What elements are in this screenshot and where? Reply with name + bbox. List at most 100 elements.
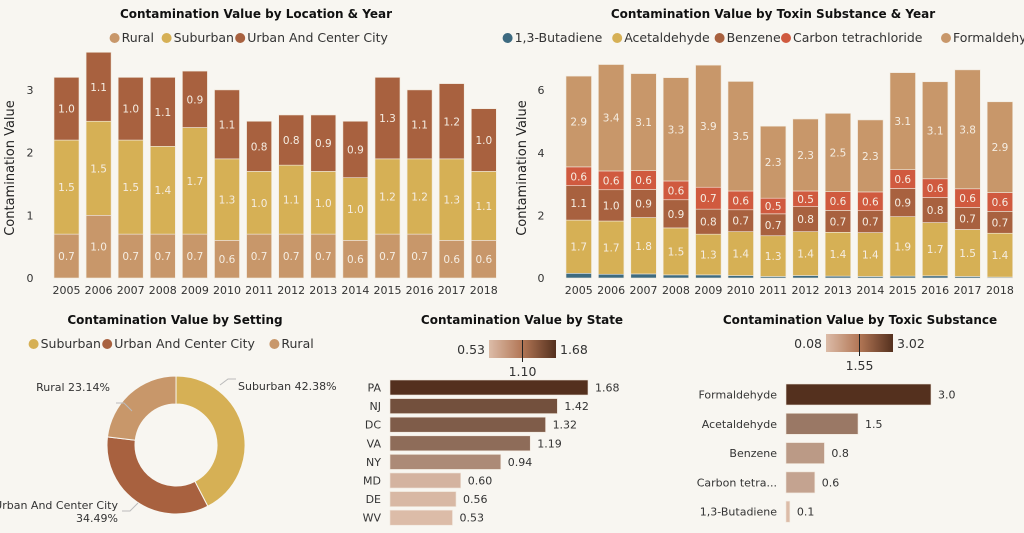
bar-segment — [278, 164, 305, 235]
legend-item: Acetaldehyde — [624, 30, 710, 45]
y-tick-label: 2 — [27, 147, 34, 160]
bar-segment — [214, 158, 240, 241]
data-label: 0.9 — [894, 198, 911, 210]
data-label: 1.2 — [443, 116, 460, 128]
bar — [785, 442, 825, 464]
bar-segment — [406, 89, 433, 160]
data-label: 3.1 — [894, 116, 911, 128]
legend-marker — [28, 339, 39, 349]
data-label: 0.6 — [830, 196, 847, 208]
color-scale-mid: 1.55 — [846, 358, 874, 373]
bar-segment — [727, 231, 754, 276]
x-tick-label: 2013 — [309, 284, 337, 297]
legend-marker — [612, 33, 623, 43]
chart-title: Contamination Value by State — [421, 313, 623, 327]
category-label: PA — [368, 382, 382, 395]
bar-segment — [438, 158, 465, 241]
data-label: 1.3 — [765, 251, 782, 263]
bar-segment — [662, 77, 690, 182]
bar-segment — [889, 216, 916, 277]
data-label: 1.4 — [862, 250, 879, 262]
data-label: 0.7 — [379, 251, 396, 263]
value-label: 1.32 — [553, 419, 578, 432]
bar-segment — [792, 275, 819, 279]
bar-segment — [53, 77, 80, 141]
y-axis-title: Contamination Value — [515, 100, 530, 236]
x-tick-label: 2005 — [53, 284, 81, 297]
x-tick-label: 2018 — [470, 284, 498, 297]
bar-segment — [889, 188, 916, 217]
bar-segment — [150, 146, 176, 235]
bar-segment — [986, 101, 1014, 193]
value-label: 0.56 — [463, 493, 488, 506]
data-label: 1.2 — [411, 191, 428, 203]
data-label: 0.9 — [187, 94, 204, 106]
donut-slice — [106, 436, 209, 515]
bar-segment — [824, 232, 852, 277]
data-label: 2.3 — [765, 157, 782, 169]
bar-segment — [662, 227, 690, 276]
bar — [785, 412, 859, 435]
data-label: 0.6 — [668, 185, 685, 197]
bar-segment — [922, 222, 949, 277]
data-label: 1.4 — [992, 250, 1009, 262]
bar-segment — [310, 114, 337, 172]
slice-label: Urban And Center City — [0, 499, 118, 512]
category-label: Carbon tetra... — [697, 476, 777, 489]
data-label: 1.0 — [347, 204, 364, 216]
x-tick-label: 2010 — [727, 284, 755, 297]
legend-item: Suburban — [174, 30, 234, 45]
data-label: 0.7 — [283, 251, 300, 263]
category-label: NJ — [370, 400, 381, 413]
data-label: 0.7 — [959, 214, 976, 226]
x-tick-label: 2011 — [245, 284, 273, 297]
bar-segment — [598, 189, 625, 222]
bar — [389, 379, 589, 396]
bar-segment — [598, 64, 625, 172]
color-scale-mid: 1.10 — [509, 364, 537, 379]
bar-segment — [598, 220, 625, 275]
donut-slice — [175, 375, 246, 507]
value-label: 0.53 — [459, 512, 484, 525]
bar-segment — [695, 274, 722, 279]
legend-marker — [502, 33, 513, 43]
bar-segment — [889, 72, 916, 171]
bar-segment — [470, 171, 497, 241]
bar-segment — [954, 229, 981, 277]
bar-segment — [85, 120, 112, 216]
bar-segment — [792, 231, 819, 276]
legend-item: Benzene — [727, 30, 781, 45]
data-label: 1.5 — [90, 163, 107, 175]
chart-title: Contamination Value by Toxic Substance — [723, 313, 997, 327]
data-label: 3.4 — [603, 113, 620, 125]
bar-segment — [824, 113, 852, 192]
data-label: 0.6 — [570, 171, 587, 183]
bar-segment — [598, 273, 625, 279]
x-tick-label: 2008 — [149, 284, 177, 297]
data-label: 1.5 — [959, 248, 976, 260]
x-tick-label: 2015 — [889, 284, 917, 297]
data-label: 0.7 — [58, 251, 75, 263]
data-label: 1.0 — [475, 135, 492, 147]
bar-segment — [342, 120, 369, 178]
data-label: 0.9 — [635, 199, 652, 211]
bar-segment — [662, 199, 690, 229]
bar-segment — [630, 189, 657, 218]
x-tick-label: 2014 — [856, 284, 884, 297]
data-label: 1.1 — [570, 198, 587, 210]
data-label: 0.6 — [732, 195, 749, 207]
data-label: 1.7 — [927, 244, 944, 256]
data-label: 1.3 — [379, 113, 396, 125]
data-label: 1.4 — [797, 249, 814, 261]
category-label: Acetaldehyde — [702, 418, 777, 431]
x-tick-label: 2012 — [277, 284, 305, 297]
data-label: 0.7 — [700, 193, 717, 205]
x-tick-label: 2008 — [662, 284, 690, 297]
bar-segment — [922, 275, 949, 279]
data-label: 0.7 — [992, 217, 1009, 229]
bar-segment — [662, 274, 690, 279]
value-label: 0.6 — [822, 476, 840, 489]
x-tick-label: 2015 — [374, 284, 402, 297]
data-label: 1.3 — [700, 250, 717, 262]
data-label: 0.8 — [797, 214, 814, 226]
